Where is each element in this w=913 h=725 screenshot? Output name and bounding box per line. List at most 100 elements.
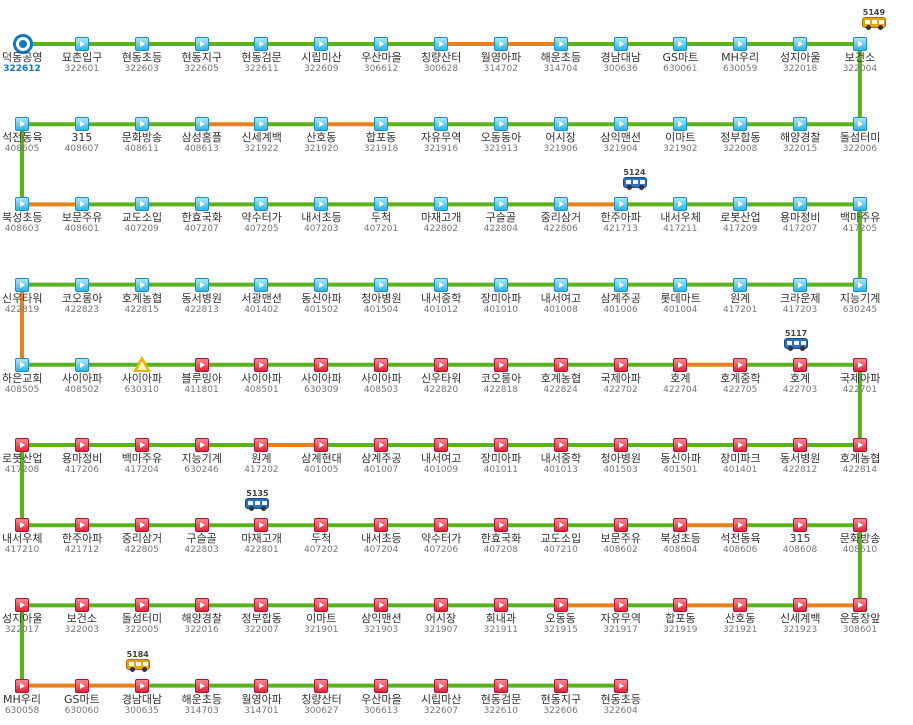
- bus-stop[interactable]: 호계 422703: [782, 357, 862, 406]
- inbound-stop-icon[interactable]: [433, 518, 448, 533]
- outbound-stop-icon[interactable]: [74, 357, 89, 372]
- inbound-stop-icon[interactable]: [15, 678, 29, 693]
- inbound-stop-icon[interactable]: [733, 438, 748, 452]
- bus-stop[interactable]: 현동지구 322606: [541, 678, 623, 725]
- bus-stop[interactable]: 마재고개 422802: [421, 197, 503, 245]
- bus-stop[interactable]: 내서우체 417210: [2, 518, 84, 566]
- inbound-stop-icon[interactable]: [852, 518, 867, 533]
- bus-stop[interactable]: 성지아울 322017: [2, 598, 84, 646]
- bus-stop[interactable]: 롯데마트 401004: [660, 277, 742, 326]
- inbound-stop-icon[interactable]: [613, 598, 628, 613]
- bus-stop[interactable]: 중리삼거 422805: [122, 518, 204, 566]
- bus-stop[interactable]: 삼성홈플 408613: [182, 117, 264, 165]
- outbound-stop-icon[interactable]: [374, 277, 389, 292]
- outbound-stop-icon[interactable]: [74, 277, 89, 292]
- outbound-stop-icon[interactable]: [793, 37, 808, 51]
- outbound-stop-icon[interactable]: [613, 37, 628, 51]
- inbound-stop-icon[interactable]: [793, 518, 808, 533]
- outbound-stop-icon[interactable]: [493, 37, 508, 51]
- bus-stop[interactable]: 장미아파 401011: [481, 438, 563, 486]
- inbound-stop-icon[interactable]: [613, 357, 628, 372]
- bus-stop[interactable]: 보문주유 408602: [601, 518, 683, 566]
- bus-stop[interactable]: 한효국화 407207: [182, 197, 264, 245]
- bus-stop[interactable]: 한효국화 407208: [481, 518, 563, 566]
- outbound-stop-icon[interactable]: [314, 197, 329, 212]
- bus-stop[interactable]: 국제아파 422702: [601, 357, 683, 406]
- outbound-stop-icon[interactable]: [15, 277, 29, 292]
- bus-stop[interactable]: 신세계백 321923: [780, 598, 862, 646]
- bus-stop[interactable]: 구슬골 422804: [483, 197, 563, 245]
- bus-stop[interactable]: 한주아파 421712: [62, 518, 144, 566]
- bus-stop[interactable]: 북성초등 408603: [2, 197, 84, 245]
- outbound-stop-icon[interactable]: [254, 277, 269, 292]
- bus-stop[interactable]: 지능기계 630245: [840, 277, 913, 326]
- bus-stop[interactable]: 경남대남 300635: [122, 678, 204, 725]
- bus-stop[interactable]: 내서우체 417211: [660, 197, 742, 245]
- inbound-stop-icon[interactable]: [433, 438, 448, 452]
- inbound-stop-icon[interactable]: [15, 598, 29, 613]
- bus-stop[interactable]: 내서중학 401012: [421, 277, 503, 326]
- bus-stop[interactable]: 두척 407202: [303, 518, 383, 566]
- bus-stop[interactable]: 삼계주공 401007: [361, 438, 443, 486]
- bus-stop[interactable]: 합포동 321918: [363, 117, 443, 165]
- outbound-stop-icon[interactable]: [793, 197, 808, 212]
- bus-stop[interactable]: 국제아파 422701: [840, 357, 913, 406]
- bus-stop[interactable]: 사이아파 630310: [122, 355, 204, 406]
- outbound-stop-icon[interactable]: [553, 37, 568, 51]
- bus-stop[interactable]: 원계 417202: [243, 438, 323, 486]
- inbound-stop-icon[interactable]: [314, 678, 329, 693]
- outbound-stop-icon[interactable]: [433, 117, 448, 132]
- inbound-stop-icon[interactable]: [493, 518, 508, 533]
- inbound-stop-icon[interactable]: [852, 598, 867, 613]
- bus-stop[interactable]: MH우리 630059: [721, 37, 802, 85]
- outbound-stop-icon[interactable]: [15, 197, 29, 212]
- bus-stop[interactable]: 문화방송 408610: [840, 518, 913, 566]
- bus-stop[interactable]: 삼익맨션 321904: [601, 117, 683, 165]
- bus-stop[interactable]: 내서여고 401008: [541, 277, 623, 326]
- inbound-stop-icon[interactable]: [74, 438, 89, 452]
- inbound-stop-icon[interactable]: [134, 438, 149, 452]
- bus-marker[interactable]: 5149: [860, 8, 888, 30]
- bus-stop[interactable]: 장미파크 401401: [720, 438, 802, 486]
- bus-stop[interactable]: 현동지구 322605: [182, 37, 264, 85]
- bus-stop[interactable]: 보건소 322003: [64, 598, 144, 646]
- bus-stop[interactable]: 용마정비 417206: [62, 438, 144, 486]
- outbound-stop-icon[interactable]: [613, 277, 628, 292]
- outbound-stop-icon[interactable]: [733, 37, 748, 51]
- bus-marker[interactable]: 5124: [621, 168, 649, 191]
- outbound-stop-icon[interactable]: [74, 37, 89, 51]
- bus-stop[interactable]: 315 408608: [782, 518, 862, 566]
- inbound-stop-icon[interactable]: [733, 357, 748, 372]
- bus-stop[interactable]: 사이아파 408501: [241, 357, 323, 406]
- bus-stop[interactable]: 보문주유 408601: [62, 197, 144, 245]
- bus-stop[interactable]: 석전동육 408605: [2, 117, 84, 165]
- outbound-stop-icon[interactable]: [493, 197, 508, 212]
- outbound-stop-icon[interactable]: [74, 117, 89, 132]
- outbound-stop-icon[interactable]: [15, 357, 29, 372]
- bus-stop[interactable]: 삼계주공 401006: [601, 277, 683, 326]
- outbound-stop-icon[interactable]: [374, 117, 389, 132]
- inbound-stop-icon[interactable]: [254, 678, 269, 693]
- outbound-stop-icon[interactable]: [852, 37, 867, 51]
- bus-stop[interactable]: 장미아파 401010: [481, 277, 563, 326]
- outbound-stop-icon[interactable]: [194, 197, 209, 212]
- bus-stop[interactable]: 백마주유 417205: [840, 197, 913, 245]
- bus-stop[interactable]: 약수터가 407205: [241, 197, 323, 245]
- bus-marker[interactable]: 5117: [782, 329, 810, 351]
- bus-stop[interactable]: 어시장 321907: [423, 598, 503, 646]
- inbound-stop-icon[interactable]: [493, 678, 508, 693]
- bus-stop[interactable]: 시립미산 322609: [301, 37, 383, 85]
- bus-stop[interactable]: 해양경찰 322016: [182, 598, 264, 646]
- inbound-stop-icon[interactable]: [673, 518, 688, 533]
- outbound-stop-icon[interactable]: [134, 197, 149, 212]
- bus-stop[interactable]: 사이아파 630309: [301, 357, 383, 406]
- bus-stop[interactable]: 이마트 321901: [303, 598, 383, 646]
- bus-stop[interactable]: 호계농협 422815: [122, 277, 204, 326]
- outbound-stop-icon[interactable]: [15, 117, 29, 132]
- bus-stop[interactable]: 북성초등 408604: [660, 518, 742, 566]
- inbound-stop-icon[interactable]: [793, 598, 808, 613]
- bus-stop[interactable]: 칭량산터 300627: [301, 678, 383, 725]
- inbound-stop-icon[interactable]: [553, 678, 568, 693]
- bus-stop[interactable]: 우산마을 306612: [361, 37, 443, 85]
- bus-stop[interactable]: 청아병원 401503: [601, 438, 683, 486]
